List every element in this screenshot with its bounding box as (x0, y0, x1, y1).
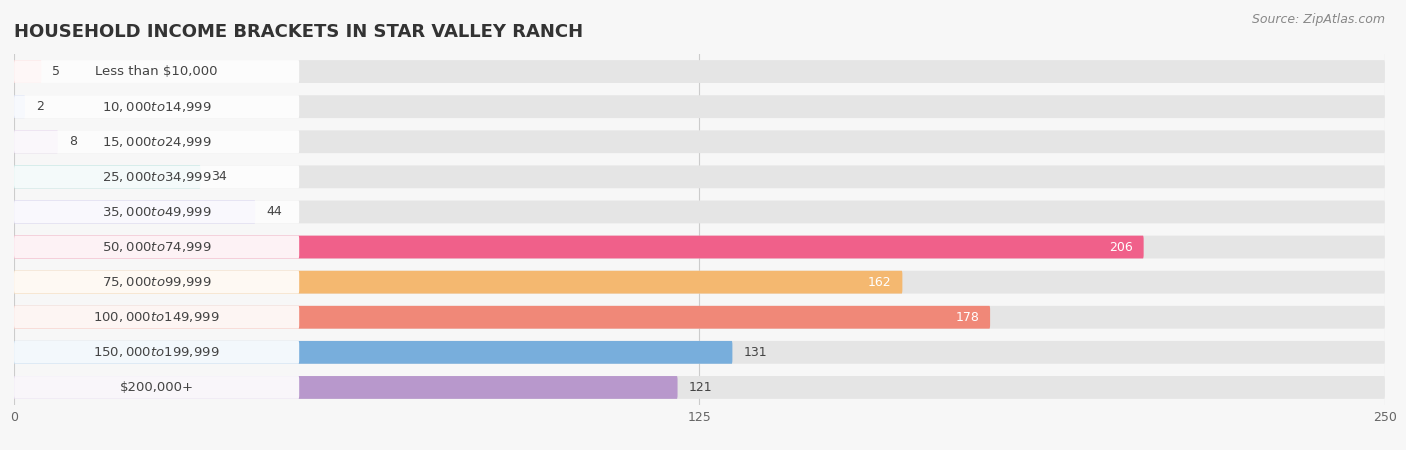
FancyBboxPatch shape (14, 166, 1385, 188)
Text: 131: 131 (744, 346, 768, 359)
FancyBboxPatch shape (14, 95, 1385, 118)
Text: 121: 121 (689, 381, 713, 394)
FancyBboxPatch shape (14, 236, 1385, 258)
Text: 178: 178 (955, 311, 979, 324)
FancyBboxPatch shape (14, 236, 299, 258)
FancyBboxPatch shape (14, 60, 42, 83)
Text: $75,000 to $99,999: $75,000 to $99,999 (101, 275, 211, 289)
Text: 162: 162 (868, 276, 891, 288)
FancyBboxPatch shape (14, 130, 1385, 153)
FancyBboxPatch shape (14, 60, 1385, 83)
FancyBboxPatch shape (14, 166, 201, 188)
FancyBboxPatch shape (14, 306, 299, 328)
FancyBboxPatch shape (14, 60, 299, 83)
Text: Less than $10,000: Less than $10,000 (96, 65, 218, 78)
Text: $200,000+: $200,000+ (120, 381, 194, 394)
FancyBboxPatch shape (14, 95, 25, 118)
FancyBboxPatch shape (14, 271, 903, 293)
FancyBboxPatch shape (14, 341, 1385, 364)
FancyBboxPatch shape (14, 130, 299, 153)
Text: $50,000 to $74,999: $50,000 to $74,999 (101, 240, 211, 254)
FancyBboxPatch shape (14, 166, 299, 188)
FancyBboxPatch shape (14, 376, 299, 399)
Text: $25,000 to $34,999: $25,000 to $34,999 (101, 170, 211, 184)
FancyBboxPatch shape (14, 271, 299, 293)
FancyBboxPatch shape (14, 306, 990, 328)
FancyBboxPatch shape (14, 341, 733, 364)
Text: $150,000 to $199,999: $150,000 to $199,999 (93, 345, 219, 360)
FancyBboxPatch shape (14, 236, 1143, 258)
FancyBboxPatch shape (14, 201, 1385, 223)
Text: $10,000 to $14,999: $10,000 to $14,999 (101, 99, 211, 114)
FancyBboxPatch shape (14, 341, 299, 364)
Text: HOUSEHOLD INCOME BRACKETS IN STAR VALLEY RANCH: HOUSEHOLD INCOME BRACKETS IN STAR VALLEY… (14, 23, 583, 41)
FancyBboxPatch shape (14, 271, 1385, 293)
Text: 206: 206 (1109, 241, 1133, 253)
FancyBboxPatch shape (14, 306, 1385, 328)
FancyBboxPatch shape (14, 376, 678, 399)
Text: Source: ZipAtlas.com: Source: ZipAtlas.com (1251, 14, 1385, 27)
Text: 8: 8 (69, 135, 77, 148)
FancyBboxPatch shape (14, 130, 58, 153)
Text: 44: 44 (266, 206, 283, 218)
FancyBboxPatch shape (14, 95, 299, 118)
Text: 2: 2 (37, 100, 44, 113)
FancyBboxPatch shape (14, 376, 1385, 399)
Text: $100,000 to $149,999: $100,000 to $149,999 (93, 310, 219, 324)
FancyBboxPatch shape (14, 201, 256, 223)
Text: $35,000 to $49,999: $35,000 to $49,999 (101, 205, 211, 219)
Text: $15,000 to $24,999: $15,000 to $24,999 (101, 135, 211, 149)
Text: 34: 34 (211, 171, 228, 183)
Text: 5: 5 (52, 65, 60, 78)
FancyBboxPatch shape (14, 201, 299, 223)
